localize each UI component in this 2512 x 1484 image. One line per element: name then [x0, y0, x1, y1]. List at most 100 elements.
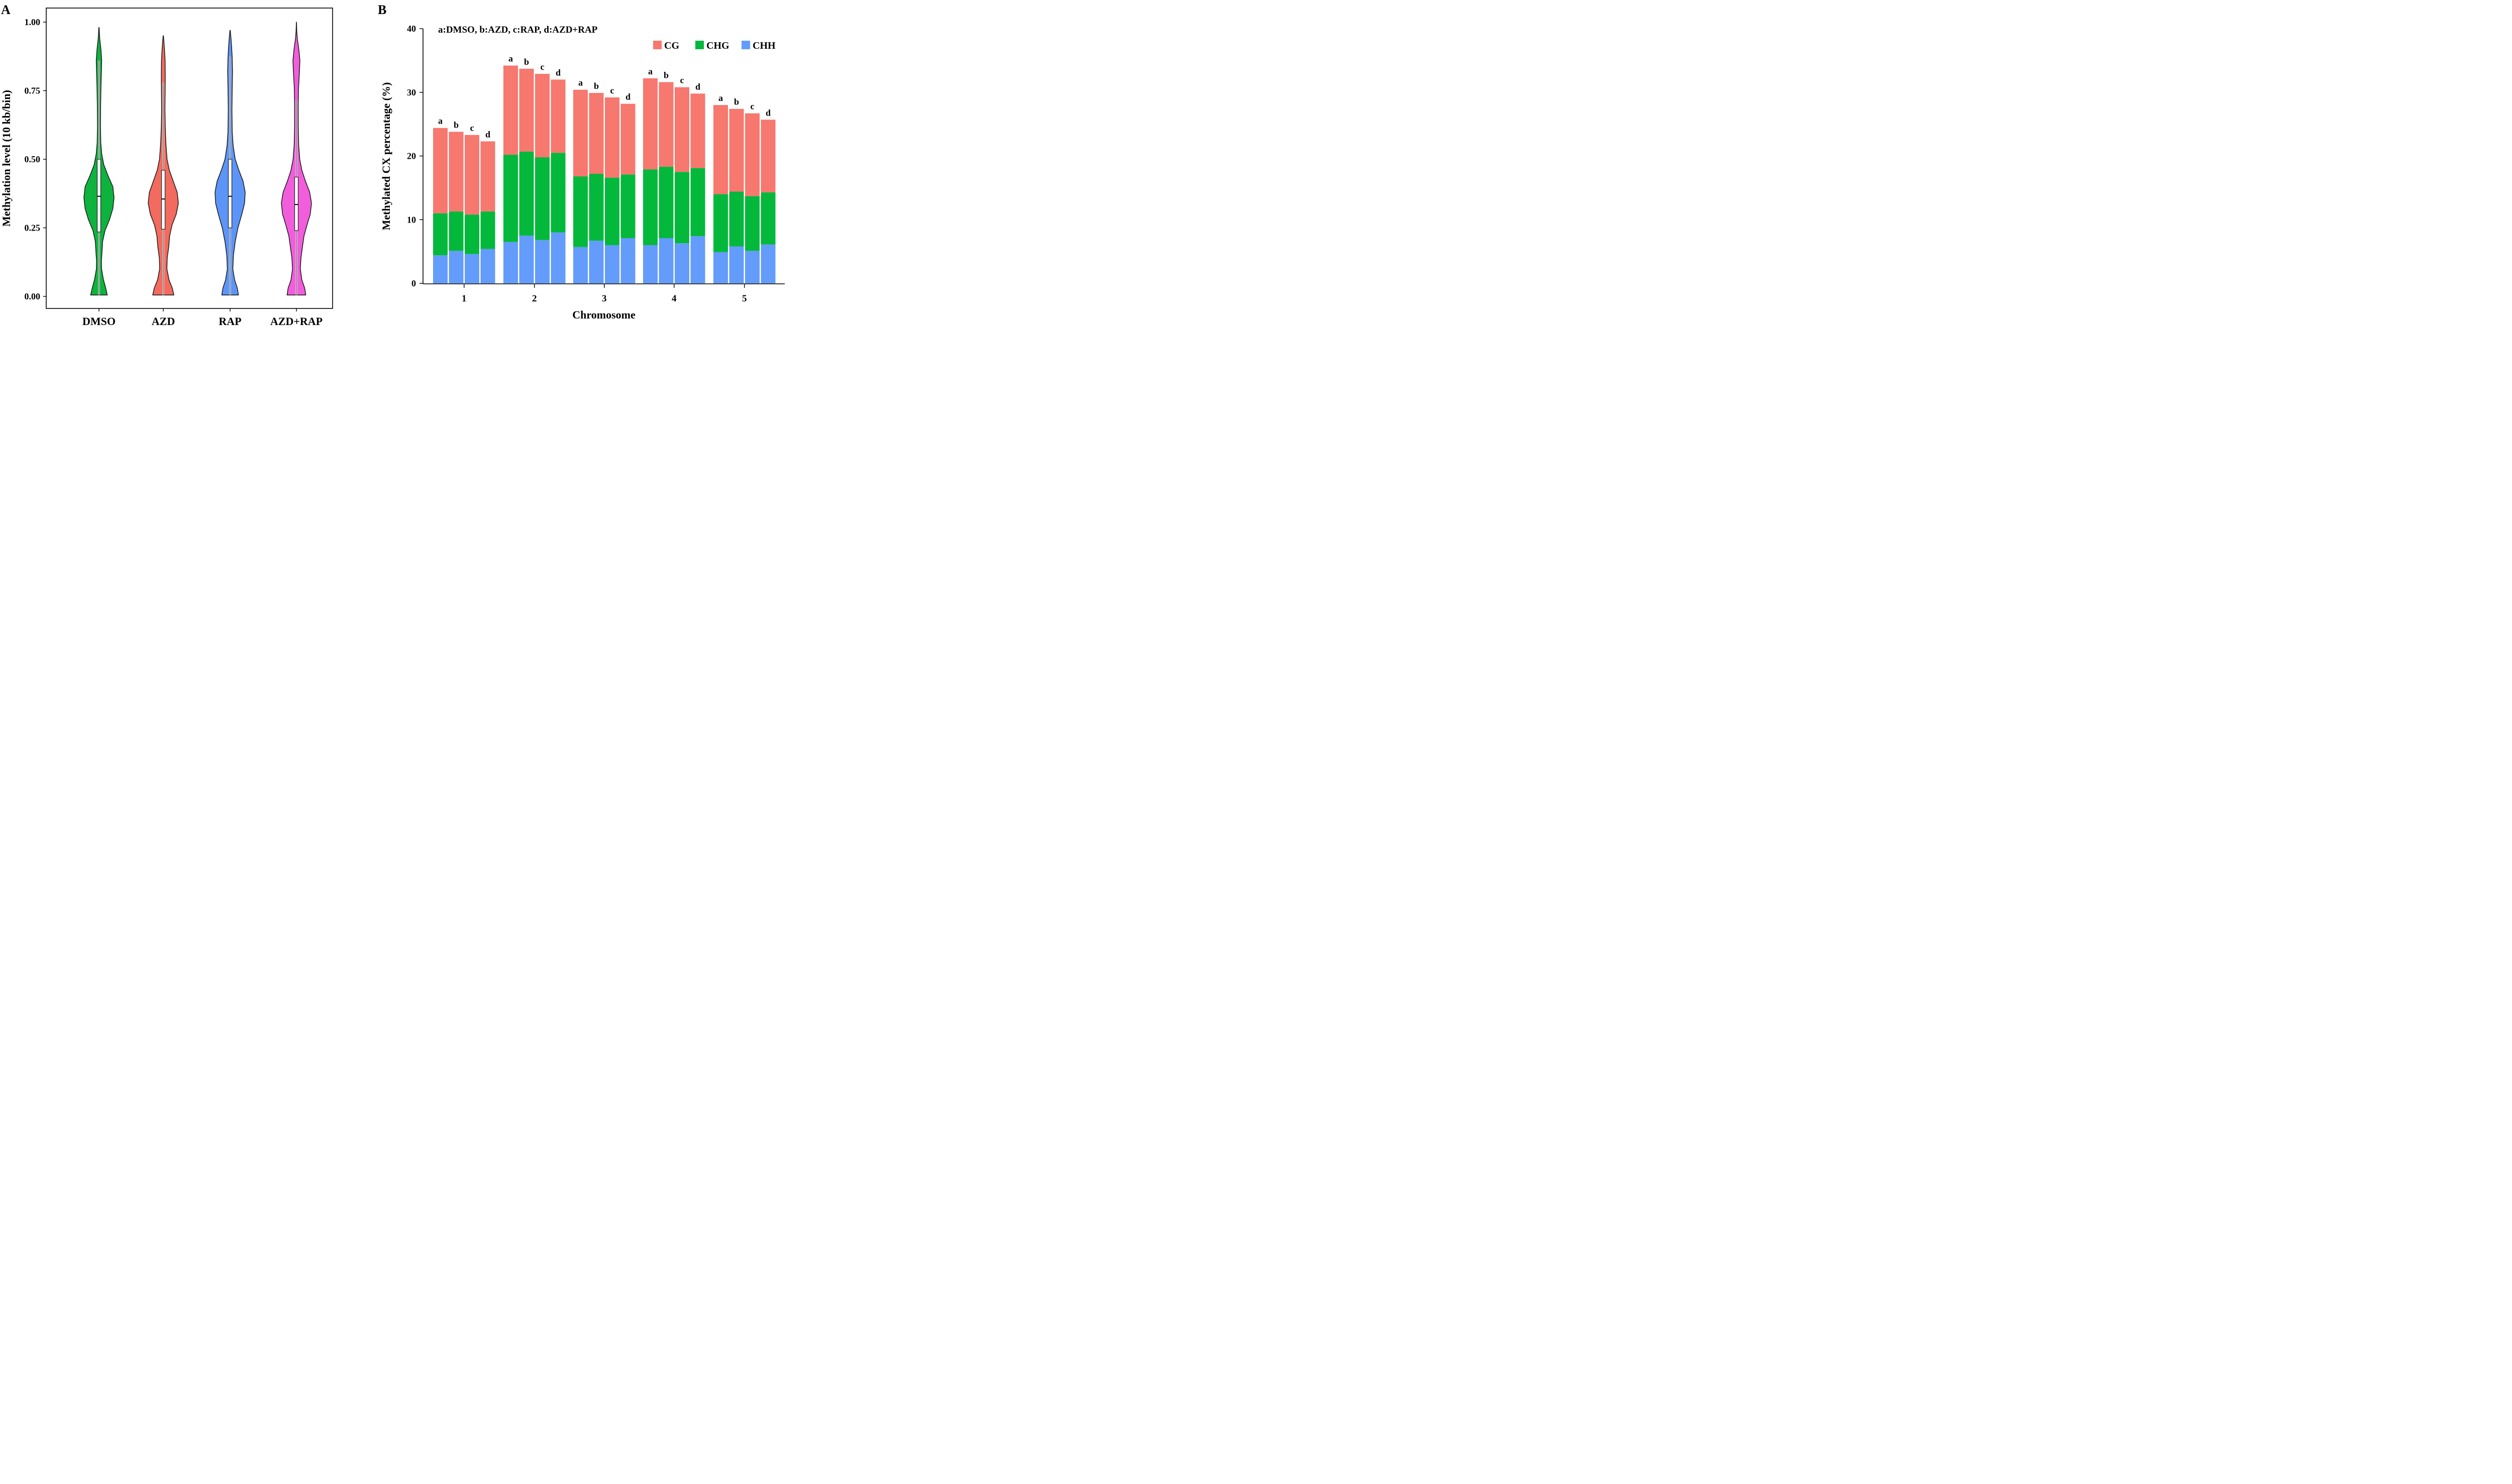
bar-segment-chg [729, 191, 744, 247]
bar-segment-cg [690, 93, 705, 168]
stacked-bar-panel: B 0 10 20 30 40 a b c d a b c d a b c d a b c d a b c d 1 2 3 4 5 a… [378, 3, 785, 321]
bar-segment-cg [573, 89, 588, 177]
x-tick-label: 4 [672, 293, 677, 304]
bar-letter-label: c [541, 62, 545, 72]
bar-segment-chh [729, 246, 744, 283]
bar-segment-chg [713, 194, 728, 252]
bar-segment-cg [659, 82, 674, 167]
x-tick-label: 1 [462, 293, 467, 304]
bar-segment-cg [675, 87, 689, 172]
bar-segment-cg [745, 113, 760, 196]
bar-letter-label: b [734, 97, 739, 107]
bar-segment-chh [465, 254, 479, 283]
x-tick-label: AZD+RAP [270, 315, 323, 327]
bar-letter-label: b [664, 70, 669, 80]
bar-segment-chh [659, 238, 674, 283]
x-tick-label: 5 [742, 293, 747, 304]
panel-b-label: B [378, 3, 386, 17]
bar-segment-chh [551, 232, 566, 283]
y-tick-label: 20 [407, 151, 416, 161]
y-tick-label: 1.00 [25, 17, 41, 27]
bar-segment-chg [675, 172, 689, 244]
panel-a-frame [46, 8, 333, 309]
panel-b-y-axis-title: Methylated CX percentage (%) [380, 82, 392, 231]
y-tick-label: 0 [411, 278, 416, 288]
bar-segment-chg [605, 177, 619, 245]
bar-letter-label: b [594, 81, 599, 91]
bar-segment-chg [551, 153, 566, 233]
bar-segment-cg [503, 65, 518, 155]
bar-segment-chg [659, 167, 674, 239]
bar-segment-chh [643, 245, 658, 283]
bar-letter-label: c [680, 75, 684, 85]
bar-segment-chh [573, 247, 588, 283]
bar-segment-chg [745, 196, 760, 251]
bar-letter-label: d [695, 81, 700, 91]
bar-segment-chg [465, 215, 479, 254]
legend-swatch-cg [653, 41, 662, 49]
bar-letter-label: b [524, 57, 529, 67]
bar-segment-cg [605, 97, 619, 178]
bar-segment-cg [620, 103, 636, 175]
legend-swatch-chh [742, 41, 750, 49]
panel-b-legend: CG CHG CHH [653, 40, 776, 51]
bar-segment-chh [433, 255, 448, 283]
y-tick-label: 0.00 [25, 291, 41, 301]
bar-segment-chh [503, 242, 518, 283]
bar-segment-chg [503, 154, 518, 242]
bar-segment-chg [433, 213, 448, 256]
figure: A 0.00 0.25 0.50 0.75 1.00 DMSO AZD RAP AZD+RAP… [0, 3, 785, 327]
bar-segment-chh [690, 236, 705, 283]
bar-letter-label: c [751, 101, 755, 112]
bar-segment-cg [761, 120, 776, 192]
bar-letter-label: c [610, 85, 614, 95]
bar-segment-cg [519, 68, 534, 152]
bar-segment-chh [745, 251, 760, 283]
bar-segment-chg [519, 151, 534, 236]
bar-segment-chh [589, 241, 604, 283]
bar-segment-chg [761, 192, 776, 245]
bar-segment-cg [643, 78, 658, 170]
bar-letter-label: d [556, 67, 561, 77]
bar-segment-cg [535, 73, 550, 158]
bar-segment-cg [465, 135, 479, 215]
bar-letter-label: c [470, 123, 474, 133]
x-tick-label: RAP [219, 315, 241, 327]
legend-label-chh: CHH [753, 40, 776, 51]
bar-segment-cg [480, 141, 495, 211]
y-tick-label: 0.50 [25, 154, 41, 164]
bar-segment-chh [519, 235, 534, 283]
bar-letter-label: d [485, 129, 490, 139]
bar-segment-chg [589, 173, 604, 241]
bar-letter-label: a [578, 78, 583, 88]
bar-segment-chh [713, 252, 728, 283]
y-tick-label: 0.25 [25, 223, 41, 233]
bar-segment-chg [573, 176, 588, 247]
y-tick-label: 10 [407, 215, 416, 225]
y-tick-label: 30 [407, 87, 416, 97]
violin-panel: A 0.00 0.25 0.50 0.75 1.00 DMSO AZD RAP AZD+RAP… [0, 3, 333, 327]
bar-segment-chh [620, 238, 636, 283]
bar-segment-chg [620, 174, 636, 239]
violin-box [161, 170, 166, 230]
panel-b-annotation: a:DMSO, b:AZD, c:RAP, d:AZD+RAP [438, 25, 598, 35]
bar-letter-label: b [454, 120, 459, 130]
bar-letter-label: a [508, 54, 513, 64]
bar-segment-cg [551, 79, 566, 153]
x-tick-label: 2 [532, 293, 537, 304]
bar-segment-chg [449, 211, 464, 251]
bar-segment-chg [643, 169, 658, 245]
bar-letter-label: a [718, 93, 723, 103]
panel-b-x-axis-title: Chromosome [572, 308, 636, 321]
bar-segment-chh [761, 244, 776, 283]
bar-segment-chh [449, 251, 464, 283]
panel-a-label: A [1, 3, 11, 17]
bar-segment-cg [449, 132, 464, 211]
bar-segment-chg [535, 157, 550, 240]
bar-segment-cg [729, 109, 744, 192]
bar-letter-label: d [625, 92, 631, 102]
bar-letter-label: a [648, 66, 653, 76]
bar-segment-chh [480, 249, 495, 283]
violin-box [96, 159, 101, 233]
legend-swatch-chg [695, 41, 704, 49]
